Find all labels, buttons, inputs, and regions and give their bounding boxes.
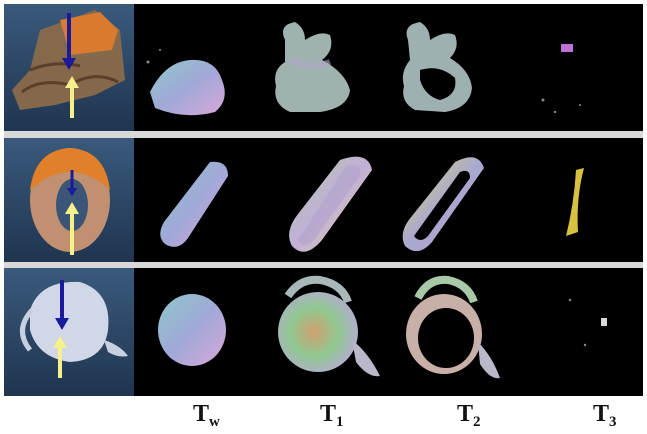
separator-1 [4, 131, 643, 138]
label-t1: T1 [320, 401, 344, 430]
row-3-scene-object [20, 281, 128, 362]
row-3-layer-t1 [278, 275, 380, 377]
row-1-layer-tw [146, 49, 225, 116]
label-t3: T3 [593, 401, 617, 430]
row-3-layer-tw [158, 294, 226, 366]
row-1-arrows [62, 13, 79, 118]
row-2-layer-t3 [566, 168, 584, 236]
label-t2: T2 [457, 401, 481, 430]
label-tw: Tw [193, 401, 220, 430]
row-2-arrows [65, 170, 79, 255]
row-1-panel [134, 4, 643, 131]
row-2-panel [134, 138, 643, 262]
row-2-layer-tw [160, 161, 228, 247]
row-3-arrows [53, 280, 69, 378]
row-3-layer-t2 [406, 275, 500, 379]
separator-2 [4, 262, 643, 268]
row-1-layer-t2 [402, 22, 472, 112]
row-1-layer-t1 [275, 22, 350, 112]
row-1-layer-t3 [541, 44, 581, 114]
row-3-layer-t3 [568, 298, 607, 347]
row-2-layer-t1 [289, 156, 372, 252]
row-2-layer-t2 [402, 157, 484, 252]
